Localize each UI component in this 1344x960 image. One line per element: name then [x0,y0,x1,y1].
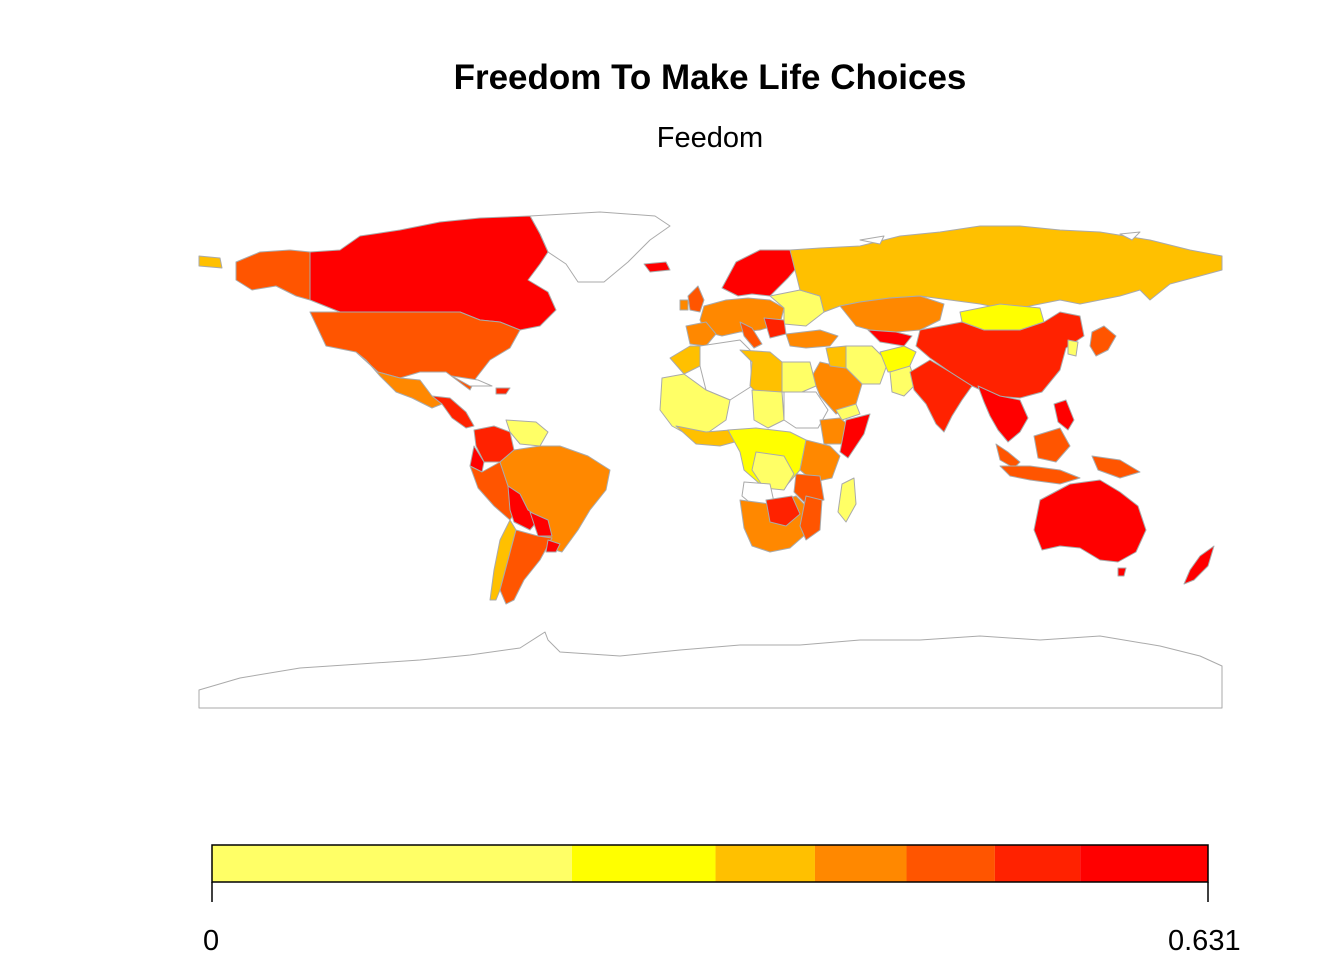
region-india [909,359,973,433]
region-cuba [451,375,493,387]
region-new-guinea [1091,455,1141,479]
legend-swatch [906,845,995,882]
region-new-zealand [1183,545,1215,585]
legend-swatch [571,845,716,882]
region-chad [751,389,785,429]
region-west-africa [659,373,731,437]
legend-swatch [1080,845,1208,882]
region-uruguay [545,539,561,553]
map-subtitle: Feedom [656,122,764,154]
region-paraguay [529,511,553,537]
region-yemen [835,403,861,421]
region-sudan [783,391,829,429]
region-egypt [781,361,817,393]
region-tasmania [1117,567,1127,577]
region-philippines [1053,399,1075,431]
region-malaysia [995,443,1021,469]
region-algeria [699,339,753,401]
legend-max-label: 0.631 [1168,925,1241,957]
region-iceland [643,261,671,273]
region-ireland [679,299,689,311]
region-central-america [431,395,475,429]
region-turkey [785,329,839,349]
region-pakistan [889,365,917,397]
legend-swatch [715,845,815,882]
legend-swatch [994,845,1081,882]
region-somalia [839,413,871,459]
region-zambia [765,495,801,527]
region-alaska [235,249,311,301]
region-iberia [685,321,717,347]
region-italy [739,321,763,349]
region-japan [1089,325,1117,357]
region-central-asia [867,329,913,347]
region-dominican [495,387,511,395]
region-scandinavia [721,249,801,297]
region-afghanistan [879,345,917,373]
region-kazakhstan [839,295,945,333]
region-borneo [1033,427,1071,463]
region-mexico [355,351,443,409]
region-alaska-west [198,255,223,269]
legend-min-label: 0 [203,925,220,957]
region-korea [1067,339,1079,357]
region-iraq [825,345,847,369]
region-congo-drc [751,451,795,491]
region-indonesia [999,465,1081,485]
region-argentina [499,529,553,605]
region-australia [1033,479,1147,563]
region-arctic-islands [859,231,1141,245]
map-title: Freedom To Make Life Choices [453,58,967,97]
region-east-africa [799,439,841,483]
legend-frame [211,844,1209,883]
region-uk [687,285,705,313]
region-madagascar [837,477,857,523]
region-southeast-asia [977,385,1029,443]
legend-swatch [814,845,907,882]
region-mozambique [799,495,823,541]
legend-swatch [212,845,572,882]
region-antarctica [198,631,1223,709]
